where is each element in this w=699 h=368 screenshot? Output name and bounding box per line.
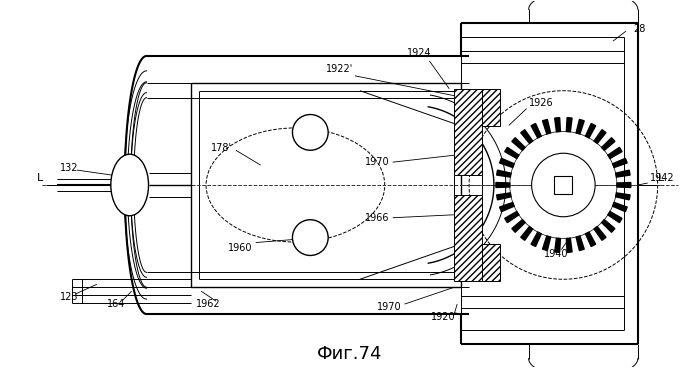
Polygon shape bbox=[586, 124, 596, 138]
Circle shape bbox=[292, 114, 328, 150]
Polygon shape bbox=[496, 183, 510, 187]
Text: 1960: 1960 bbox=[229, 243, 253, 252]
Polygon shape bbox=[496, 170, 511, 177]
Bar bbox=[454, 89, 482, 175]
Text: 123: 123 bbox=[60, 292, 79, 302]
Polygon shape bbox=[531, 124, 541, 138]
Polygon shape bbox=[566, 238, 572, 252]
Polygon shape bbox=[555, 118, 561, 132]
Circle shape bbox=[532, 153, 595, 217]
Text: 1962: 1962 bbox=[196, 299, 221, 309]
Text: 1924: 1924 bbox=[407, 48, 432, 58]
Polygon shape bbox=[555, 238, 561, 252]
Polygon shape bbox=[521, 130, 533, 144]
Polygon shape bbox=[616, 170, 630, 177]
Polygon shape bbox=[576, 236, 584, 251]
Bar bbox=[454, 195, 482, 281]
Polygon shape bbox=[602, 220, 615, 232]
Ellipse shape bbox=[111, 154, 148, 216]
Polygon shape bbox=[531, 232, 541, 247]
Polygon shape bbox=[608, 212, 622, 223]
Circle shape bbox=[292, 220, 328, 255]
Polygon shape bbox=[500, 202, 514, 212]
Text: 178': 178' bbox=[211, 143, 232, 153]
Text: 1970: 1970 bbox=[377, 302, 402, 312]
Polygon shape bbox=[505, 212, 519, 223]
Polygon shape bbox=[521, 227, 533, 240]
Polygon shape bbox=[542, 120, 551, 134]
Polygon shape bbox=[616, 193, 630, 200]
Text: L: L bbox=[658, 173, 664, 183]
Polygon shape bbox=[612, 158, 627, 167]
Text: 1966: 1966 bbox=[365, 213, 390, 223]
Polygon shape bbox=[617, 183, 630, 187]
Text: 1942: 1942 bbox=[649, 173, 675, 183]
Polygon shape bbox=[542, 236, 551, 251]
Text: 1926: 1926 bbox=[528, 98, 554, 107]
Polygon shape bbox=[594, 130, 606, 144]
Text: 1920': 1920' bbox=[431, 312, 458, 322]
Polygon shape bbox=[512, 220, 525, 232]
Text: 28: 28 bbox=[633, 24, 645, 34]
Text: 1940: 1940 bbox=[544, 250, 568, 259]
Text: 132: 132 bbox=[60, 163, 79, 173]
Text: L: L bbox=[37, 173, 43, 183]
Polygon shape bbox=[512, 138, 525, 151]
Polygon shape bbox=[608, 147, 622, 159]
Polygon shape bbox=[594, 227, 606, 240]
Polygon shape bbox=[500, 158, 514, 167]
Text: 1970: 1970 bbox=[365, 157, 390, 167]
Text: 164: 164 bbox=[107, 299, 125, 309]
Bar bbox=[554, 176, 572, 194]
Bar bbox=[482, 89, 500, 127]
Polygon shape bbox=[576, 120, 584, 134]
Polygon shape bbox=[505, 147, 519, 159]
Text: Фиг.74: Фиг.74 bbox=[317, 345, 382, 363]
Polygon shape bbox=[566, 118, 572, 132]
Polygon shape bbox=[496, 193, 511, 200]
Text: 1922': 1922' bbox=[326, 64, 354, 74]
Bar bbox=[482, 244, 500, 281]
Polygon shape bbox=[586, 232, 596, 247]
Polygon shape bbox=[602, 138, 615, 151]
Polygon shape bbox=[612, 202, 627, 212]
